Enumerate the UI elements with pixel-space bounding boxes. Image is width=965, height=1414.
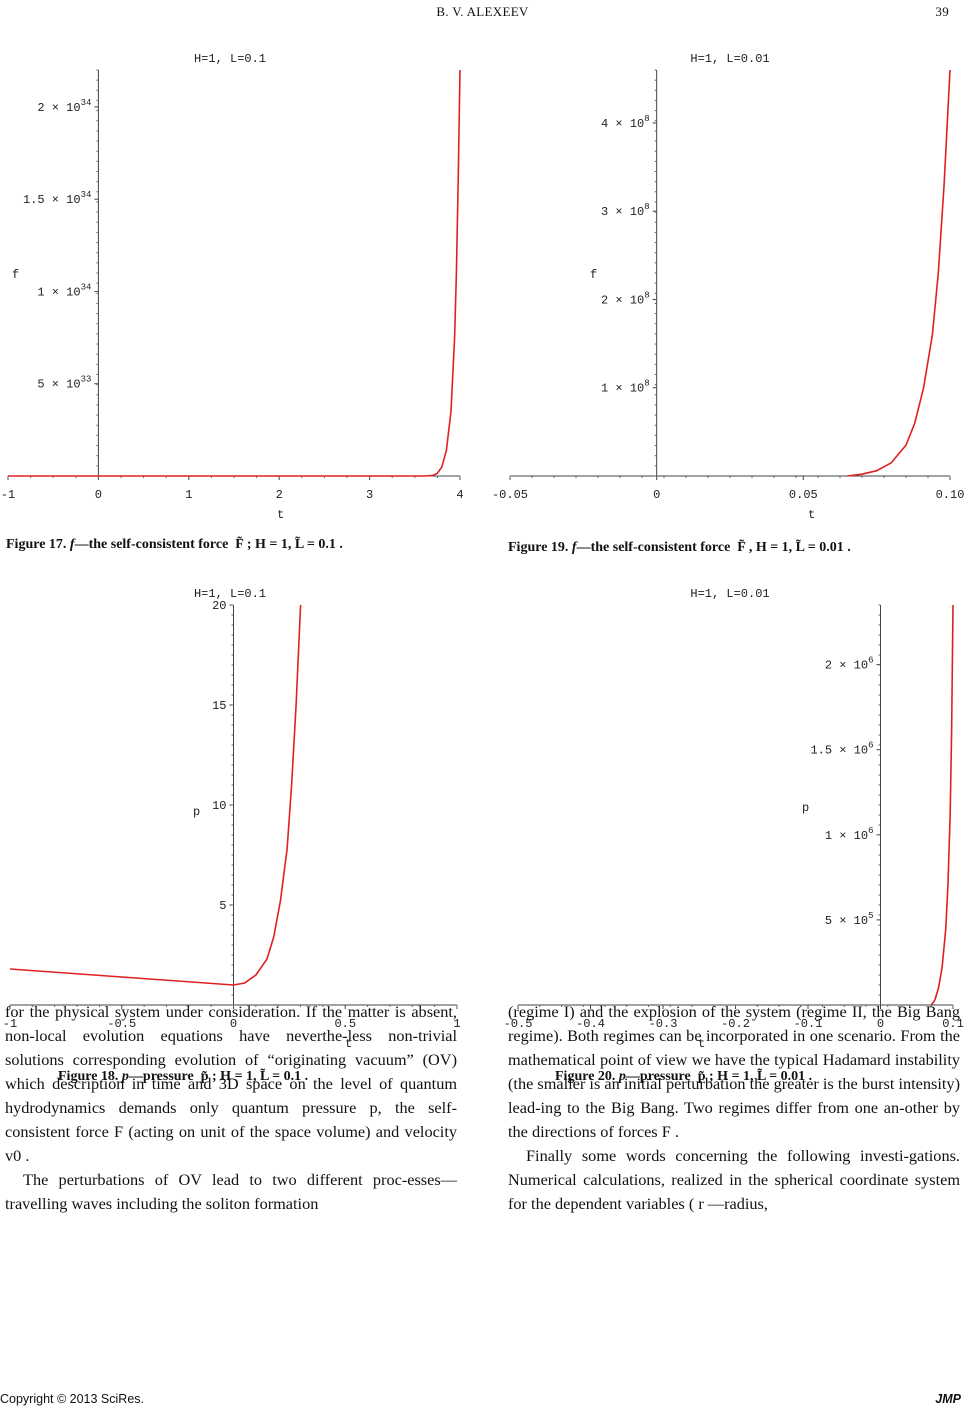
chart-title: H=1, L=0.01 [690,587,769,601]
chart-title: H=1, L=0.01 [690,52,769,66]
x-axis-label: t [277,508,284,522]
x-axis-label: t [808,508,815,522]
y-tick-label: 5 [219,899,226,913]
y-tick-label: 1.5 × 1034 [23,190,91,207]
journal-name: JMP [935,1392,961,1406]
x-tick-label: 0.05 [789,488,818,502]
x-tick-label: -0.2 [721,1017,750,1031]
y-tick-label: 3 × 108 [601,202,650,219]
figure-20-svg: H=1, L=0.01 -0.5 -0.4 -0.3 -0.2 -0.1 0 0.1 5 × 1… [504,587,964,1051]
y-tick-label: 2 × 106 [825,656,874,673]
figure-19-svg: H=1, L=0.01 -0.05 0 0.05 0.10 1 × 108 2 × 108 3… [492,52,965,522]
figure-20-caption: Figure 20. p—pressure p̃ ; H = 1, L̃ = 0… [555,1069,812,1085]
figure-17-label: Figure 17. [6,537,67,552]
x-tick-label: 3 [366,488,373,502]
running-head: B. V. ALEXEEV 39 [0,4,965,24]
x-tick-label: 0 [877,1017,884,1031]
x-tick-label: 0 [95,488,102,502]
figure-17-caption: Figure 17. f—the self-consistent force F… [6,537,343,553]
y-tick-label: 1 × 106 [825,826,874,843]
x-tick-label: -0.5 [107,1017,136,1031]
figure-17-svg: H=1, L=0.1 -1 0 1 2 3 4 5 × 1033 1 × 1034 1.5 × 1… [1,52,464,522]
figure-19-symbol: f [571,540,577,555]
figure-17-symbol: f [69,537,75,552]
series-line [8,69,461,477]
figure-20-text: —pressure [625,1069,691,1084]
x-tick-label: -1 [1,488,15,502]
x-tick-label: 4 [456,488,463,502]
chart-title: H=1, L=0.1 [194,587,266,601]
figure-18-params: p̃ ; H = 1, L̃ = 0.1 . [200,1069,309,1084]
series-line [847,69,951,477]
x-tick-label: -0.5 [504,1017,533,1031]
y-tick-label: 2 × 108 [601,290,650,307]
body-left-column: for the physical system under considerat… [5,1000,457,1216]
figure-19-plot: H=1, L=0.01 -0.05 0 0.05 0.10 1 × 108 2 × 108 3… [490,40,965,530]
body-paragraph: Finally some words concerning the follow… [508,1146,960,1213]
figure-19-caption: Figure 19. f—the self-consistent force F… [508,540,851,556]
figure-20-symbol: p [618,1069,626,1084]
figure-18-caption: Figure 18. p—pressure p̃ ; H = 1, L̃ = 0… [58,1069,308,1085]
x-tick-label: -0.3 [649,1017,678,1031]
x-axis-label: t [345,1037,352,1051]
figure-19-label: Figure 19. [508,540,569,555]
y-tick-label: 1.5 × 106 [810,741,873,758]
figure-18-symbol: p [121,1069,129,1084]
figure-18-text: —pressure [128,1069,194,1084]
x-tick-label: 0.10 [936,488,965,502]
x-axis-label: t [698,1037,705,1051]
x-tick-label: 2 [276,488,283,502]
y-axis-label: p [193,805,200,819]
y-axis-label: f [12,268,19,282]
series-line [930,604,954,1006]
y-tick-label: 10 [212,799,226,813]
figure-19-params: F̃ , H = 1, L̃ = 0.01 . [737,540,851,555]
figure-17-params: F̃ ; H = 1, L̃ = 0.1 . [235,537,343,552]
x-tick-label: 1 [185,488,192,502]
copyright-notice: Copyright © 2013 SciRes. [0,1392,145,1406]
page-number: 39 [935,4,949,19]
y-tick-label: 1 × 1034 [37,282,91,299]
x-tick-label: 0 [653,488,660,502]
y-tick-label: 5 × 1033 [37,375,91,392]
running-head-author: B. V. ALEXEEV [436,4,529,19]
body-paragraph: The perturbations of OV lead to two diff… [5,1170,457,1213]
series-line [9,604,302,986]
x-tick-label: 1 [453,1017,460,1031]
figure-17-plot: H=1, L=0.1 -1 0 1 2 3 4 5 × 1033 1 × 1034 1.5 × 1… [0,40,480,530]
chart-title: H=1, L=0.1 [194,52,266,66]
x-tick-label: -0.4 [576,1017,605,1031]
body-paragraph: (regime I) and the explosion of the syst… [508,1002,960,1141]
figure-18-label: Figure 18. [58,1069,119,1084]
y-tick-label: 5 × 105 [825,911,874,928]
y-axis-label: p [802,801,809,815]
y-tick-label: 1 × 108 [601,379,650,396]
x-tick-label: -0.1 [794,1017,823,1031]
x-tick-label: 0 [230,1017,237,1031]
figure-19-text: —the self-consistent force [576,540,731,555]
body-paragraph: for the physical system under considerat… [5,1002,457,1165]
x-tick-label: 0.5 [334,1017,356,1031]
y-axis-label: f [590,268,597,282]
figure-20-plot: H=1, L=0.01 -0.5 -0.4 -0.3 -0.2 -0.1 0 0.1 5 × 1… [490,575,965,1055]
x-tick-label: -0.05 [492,488,528,502]
y-tick-label: 2 × 1034 [37,98,91,115]
figure-18-plot: H=1, L=0.1 -1 -0.5 0 0.5 1 5 10 15 20 p t [0,575,480,1055]
y-tick-label: 4 × 108 [601,114,650,131]
figure-17-text: —the self-consistent force [74,537,229,552]
x-tick-label: 0.1 [942,1017,964,1031]
figure-20-params: p̃ ; H = 1, L̃ = 0.01 . [697,1069,813,1084]
x-tick-label: -1 [3,1017,17,1031]
body-right-column: (regime I) and the explosion of the syst… [508,1000,960,1216]
y-tick-label: 15 [212,699,226,713]
y-tick-label: 20 [212,599,226,613]
figure-20-label: Figure 20. [555,1069,616,1084]
